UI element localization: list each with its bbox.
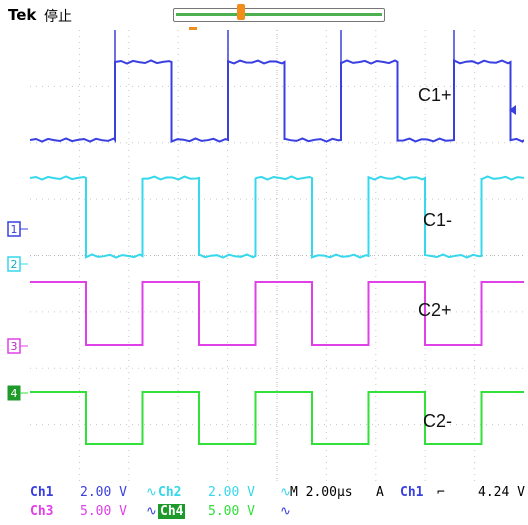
bandwidth-icon: ∿: [146, 485, 157, 500]
run-status: 停止: [44, 9, 72, 25]
bandwidth-icon: ∿: [146, 504, 157, 519]
trigger-level-icon[interactable]: [507, 103, 521, 117]
record-length-bar[interactable]: [173, 4, 385, 22]
ch2-trace: [30, 175, 524, 259]
timebase[interactable]: M 2.00μs: [290, 485, 353, 500]
ch1-scale[interactable]: 2.00 V: [80, 485, 127, 500]
label-c2-minus: C2-: [423, 411, 453, 431]
record-view-window: [176, 13, 382, 16]
bandwidth-icon: ∿: [280, 504, 291, 519]
record-trigger-icon: [237, 4, 245, 20]
acquisition-mode[interactable]: A: [376, 485, 384, 500]
label-c1-minus: C1-: [423, 210, 453, 230]
waveform-display: [30, 30, 524, 481]
ch2-name[interactable]: Ch2: [158, 485, 182, 500]
graticule: [30, 30, 524, 481]
ch2-ground-marker[interactable]: 2: [0, 255, 28, 273]
ch4-ground-marker[interactable]: 4: [0, 384, 28, 402]
label-c2-plus: C2+: [418, 300, 452, 320]
ch1-name[interactable]: Ch1: [30, 485, 54, 500]
trigger-level[interactable]: 4.24 V: [478, 485, 525, 500]
ch3-name[interactable]: Ch3: [30, 504, 54, 519]
svg-text:4: 4: [11, 387, 18, 400]
ch1-trace: [30, 58, 524, 144]
ch4-scale[interactable]: 5.00 V: [208, 504, 255, 519]
ch1-ground-marker[interactable]: 1: [0, 220, 28, 238]
trigger-source[interactable]: Ch1: [400, 485, 424, 500]
svg-text:1: 1: [11, 223, 18, 236]
ch4-name[interactable]: Ch4: [158, 504, 186, 519]
svg-text:2: 2: [11, 258, 18, 271]
scope-header: Tek 停止: [0, 0, 528, 30]
ch4-trace: [30, 391, 524, 445]
label-c1-plus: C1+: [418, 85, 452, 105]
ch3-scale[interactable]: 5.00 V: [80, 504, 127, 519]
svg-text:3: 3: [11, 340, 18, 353]
falling-edge-icon: ⌐: [437, 485, 445, 500]
bandwidth-icon: ∿: [280, 485, 291, 500]
status-readout: Ch1 2.00 V ∿ Ch2 2.00 V ∿ M 2.00μs A Ch1…: [0, 482, 528, 525]
ch3-trace: [30, 281, 524, 346]
brand-logo: Tek: [8, 6, 37, 24]
ch3-ground-marker[interactable]: 3: [0, 337, 28, 355]
ch2-scale[interactable]: 2.00 V: [208, 485, 255, 500]
